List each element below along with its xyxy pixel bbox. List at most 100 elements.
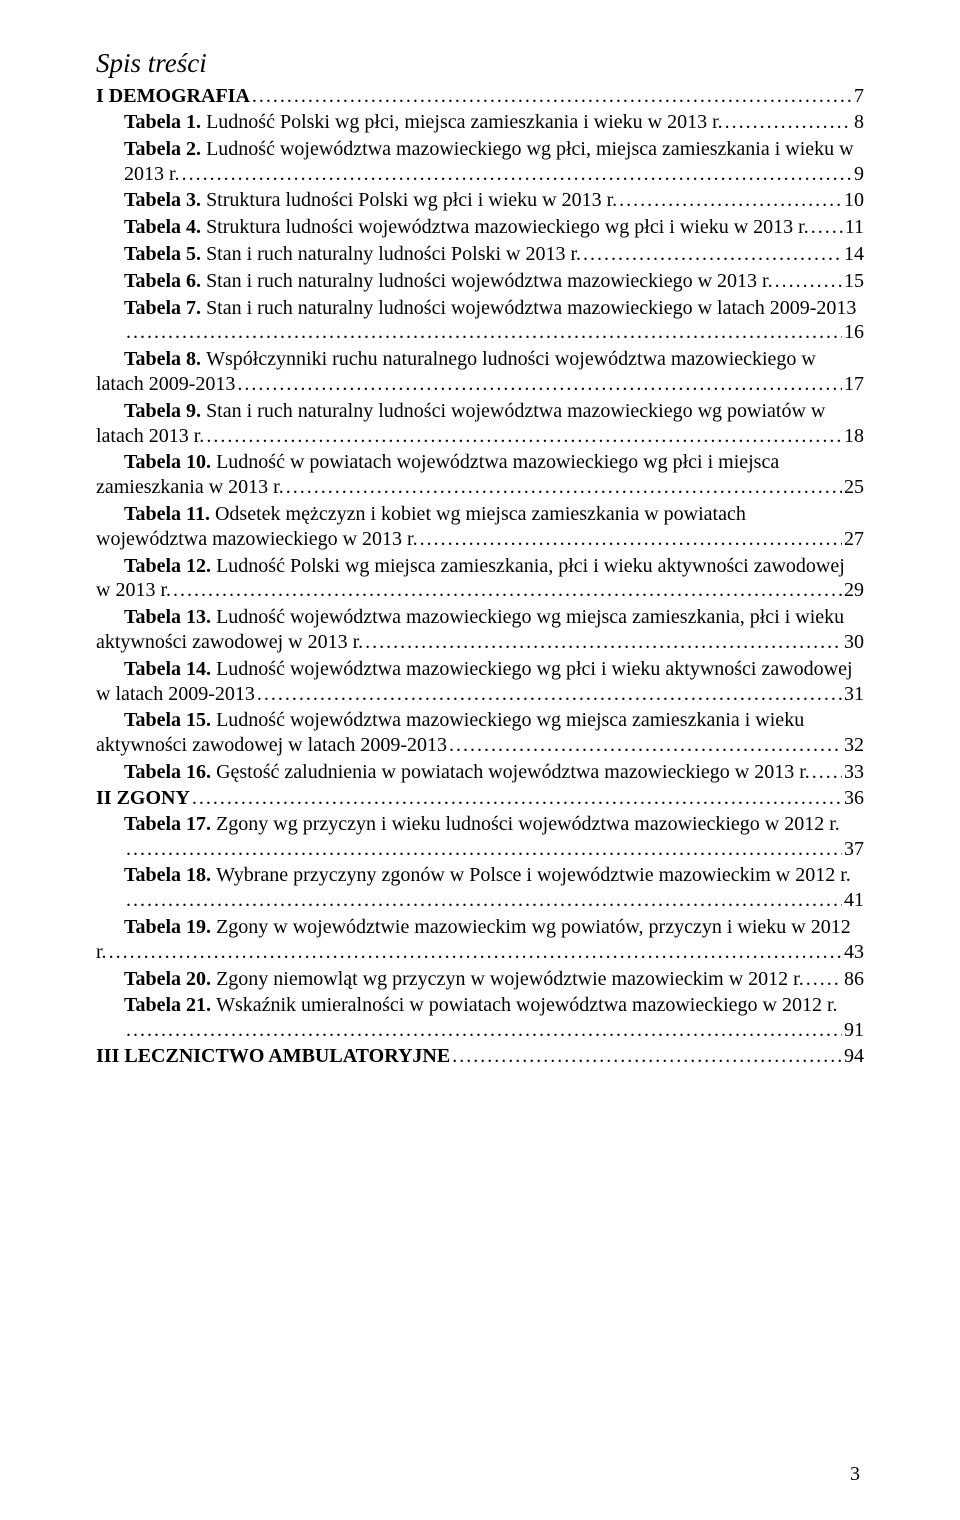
entry-label: Tabela 19. [124,916,216,938]
leader-dots [449,733,842,758]
entry-page: 86 [844,967,864,992]
entry-last-row: latach 2013 r. 18 [96,424,864,449]
section-label: I DEMOGRAFIA [96,85,250,108]
entry-label: Tabela 11. [124,503,215,525]
leader-dots [619,188,842,213]
entry-last-row: 91 [124,1018,864,1043]
toc-entry: Tabela 20. Zgony niemowląt wg przyczyn w… [124,967,864,992]
entry-pre: Tabela 18. Wybrane przyczyny zgonów w Po… [124,863,864,888]
toc-entry: Tabela 1. Ludność Polski wg płci, miejsc… [124,110,864,135]
entry-label: Tabela 2. [124,138,206,160]
entry-page: 43 [844,940,864,965]
entry-page: 18 [844,424,864,449]
entry-pre: Tabela 7. Stan i ruch naturalny ludności… [124,296,864,321]
entry-text: Ludność województwa mazowieckiego wg płc… [206,138,854,160]
entry-label: Tabela 18. [124,864,216,886]
entry-text: Tabela 4. Struktura ludności województwa… [124,215,809,240]
entry-pre: Tabela 19. Zgony w województwie mazowiec… [124,915,864,940]
entry-label: Tabela 7. [124,297,206,319]
entry-label: Tabela 4. [124,216,206,238]
entry-page: 11 [845,215,864,240]
entry-last-row: 37 [124,837,864,862]
toc-entry: Tabela 9. Stan i ruch naturalny ludności… [124,399,864,449]
entry-row: Tabela 20. Zgony niemowląt wg przyczyn w… [124,967,864,992]
leader-dots [775,269,842,294]
entry-label: Tabela 21. [124,994,216,1016]
toc-entry: Tabela 13. Ludność województwa mazowieck… [124,605,864,655]
leader-dots [126,888,842,913]
toc-entry: Tabela 11. Odsetek mężczyzn i kobiet wg … [124,502,864,552]
leader-dots [206,424,842,449]
entry-last-row: w 2013 r.29 [96,578,864,603]
leader-dots [811,215,843,240]
entry-text: Ludność w powiatach województwa mazowiec… [216,451,779,473]
entry-last-text: Stan i ruch naturalny ludności województ… [206,270,773,292]
entry-last-text: w 2013 r. [96,578,171,603]
section-page: 94 [844,1045,864,1068]
entry-text: Ludność województwa mazowieckiego wg mie… [216,709,804,731]
toc-entry: Tabela 6. Stan i ruch naturalny ludności… [124,269,864,294]
entry-label: Tabela 12. [124,555,216,577]
entry-row: Tabela 16. Gęstość zaludnienia w powiata… [124,760,864,785]
entry-last-row: latach 2009-201317 [96,372,864,397]
entry-page: 17 [844,372,864,397]
toc-entry: Tabela 4. Struktura ludności województwa… [124,215,864,240]
leader-dots [182,162,852,187]
entry-last-text: Gęstość zaludnienia w powiatach wojewódz… [216,761,810,783]
entry-text: Tabela 5. Stan i ruch naturalny ludności… [124,242,581,267]
entry-page: 14 [844,242,864,267]
entry-label: Tabela 3. [124,189,206,211]
entry-last-row: r.43 [96,940,864,965]
entry-last-row: 16 [124,320,864,345]
entry-last-text: w latach 2009-2013 [96,682,255,707]
entry-pre: Tabela 9. Stan i ruch naturalny ludności… [124,399,864,424]
entry-pre: Tabela 10. Ludność w powiatach województ… [124,450,864,475]
entry-page: 30 [844,630,864,655]
entry-text: Tabela 16. Gęstość zaludnienia w powiata… [124,760,810,785]
entry-label: Tabela 10. [124,451,216,473]
entry-last-text: Struktura ludności województwa mazowieck… [206,216,809,238]
entry-last-text: Ludność Polski wg płci, miejsca zamieszk… [206,111,723,133]
entry-page: 33 [844,760,864,785]
entry-text: Stan i ruch naturalny ludności województ… [206,400,825,422]
entry-text: Odsetek mężczyzn i kobiet wg miejsca zam… [215,503,746,525]
entry-last-text: latach 2013 r. [96,424,204,449]
leader-dots [812,760,842,785]
entry-page: 16 [844,320,864,345]
toc-entry: Tabela 14. Ludność województwa mazowieck… [124,657,864,707]
entry-text: Ludność województwa mazowieckiego wg mie… [216,606,844,628]
leader-dots [252,85,852,108]
entry-label: Tabela 13. [124,606,216,628]
section-page: 7 [854,85,864,108]
entry-last-row: 2013 r.9 [124,162,864,187]
entry-pre: Tabela 15. Ludność województwa mazowieck… [124,708,864,733]
toc-entry: Tabela 7. Stan i ruch naturalny ludności… [124,296,864,346]
page-number: 3 [850,1463,860,1486]
entry-last-row: aktywności zawodowej w 2013 r. 30 [96,630,864,655]
entry-text: Ludność województwa mazowieckiego wg płc… [216,658,852,680]
entry-last-row: 41 [124,888,864,913]
entry-page: 8 [854,110,864,135]
toc-entry: Tabela 15. Ludność województwa mazowieck… [124,708,864,758]
entry-row: Tabela 3. Struktura ludności Polski wg p… [124,188,864,213]
leader-dots [109,940,842,965]
toc-entry: Tabela 2. Ludność województwa mazowiecki… [124,137,864,187]
section-page: 36 [844,787,864,810]
entry-row: Tabela 4. Struktura ludności województwa… [124,215,864,240]
entry-page: 41 [844,888,864,913]
entry-label: Tabela 20. [124,968,216,990]
leader-dots [452,1045,842,1068]
entry-pre: Tabela 14. Ludność województwa mazowieck… [124,657,864,682]
leader-dots [420,527,842,552]
entry-page: 15 [844,269,864,294]
entry-pre: Tabela 21. Wskaźnik umieralności w powia… [124,993,864,1018]
section-label: III LECZNICTWO AMBULATORYJNE [96,1045,450,1068]
entry-label: Tabela 15. [124,709,216,731]
entry-row: Tabela 1. Ludność Polski wg płci, miejsc… [124,110,864,135]
toc-entry: Tabela 3. Struktura ludności Polski wg p… [124,188,864,213]
entry-page: 10 [844,188,864,213]
entry-last-row: aktywności zawodowej w latach 2009-20133… [96,733,864,758]
entry-page: 9 [854,162,864,187]
leader-dots [286,475,842,500]
section-zgony: II ZGONY 36 [96,787,864,810]
